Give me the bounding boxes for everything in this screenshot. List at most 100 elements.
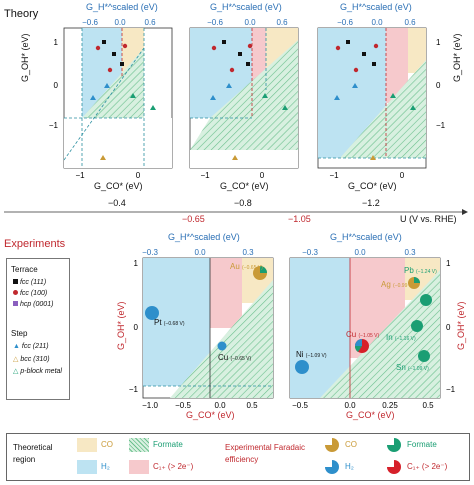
svg-text:0.0: 0.0 xyxy=(354,248,366,257)
legend-formate-e: Formate xyxy=(407,440,437,449)
pie-in xyxy=(411,320,423,332)
y-axis-label-theory: G_OH* (eV) xyxy=(20,33,30,82)
svg-text:0.0: 0.0 xyxy=(344,401,356,410)
legend-c1-pie xyxy=(387,460,401,474)
x-axis-label-exp-1: G_CO* (eV) xyxy=(186,410,235,420)
legend-h2-e: H₂ xyxy=(345,462,354,471)
pie-sn xyxy=(418,350,430,362)
label-pb: Pb (−1.24 V) xyxy=(404,266,437,275)
x-axis-label-theory-3: G_CO* (eV) xyxy=(348,181,397,191)
svg-text:1: 1 xyxy=(436,38,441,47)
svg-text:0: 0 xyxy=(260,171,265,180)
svg-text:0.0: 0.0 xyxy=(114,18,126,27)
x-axis-label-theory-1: G_CO* (eV) xyxy=(94,181,143,191)
top-axis-label-exp-1: G_H*^scaled (eV) xyxy=(168,232,240,242)
legend-h2-pie xyxy=(325,460,339,474)
legend-step: Step xyxy=(11,329,28,338)
experiments-title: Experiments xyxy=(4,238,66,250)
svg-text:0.6: 0.6 xyxy=(404,18,416,27)
legend-formate: Formate xyxy=(153,440,183,449)
y-axis-label-theory-right: G_OH* (eV) xyxy=(452,33,462,82)
legend-c1: C₁₊ (> 2e⁻) xyxy=(153,462,194,471)
top-axis-label-theory-2: G_H*^scaled (eV) xyxy=(210,2,282,12)
legend-h2-swatch xyxy=(77,460,97,474)
top-axis-label-exp-2: G_H*^scaled (eV) xyxy=(330,232,402,242)
svg-text:−0.3: −0.3 xyxy=(142,248,158,257)
pie-ag xyxy=(408,277,420,289)
legend-fcc211: ▲ fcc (211) xyxy=(13,343,49,350)
theory-ticks: −0.6 0.0 0.6 −0.6 0.0 0.6 −0.6 0.0 0.6 −… xyxy=(49,18,446,180)
potential-1: −0.4 xyxy=(108,198,126,208)
legend-co-e: CO xyxy=(345,440,357,449)
svg-text:0: 0 xyxy=(400,171,405,180)
x-axis-label-exp-2: G_CO* (eV) xyxy=(346,410,395,420)
label-ag: Ag (−0.99 V) xyxy=(381,280,414,289)
theory-title: Theory xyxy=(4,8,39,20)
svg-text:0: 0 xyxy=(134,323,139,332)
potential-3: −1.2 xyxy=(362,198,380,208)
label-sn: Sn (−1.09 V) xyxy=(396,363,429,372)
u-axis-label: U (V vs. RHE) xyxy=(400,214,457,224)
legend-fcc111: fcc (111) xyxy=(13,279,46,286)
svg-text:−0.6: −0.6 xyxy=(207,18,223,27)
svg-text:−1.0: −1.0 xyxy=(142,401,158,410)
svg-text:0.0: 0.0 xyxy=(214,401,226,410)
svg-text:−1: −1 xyxy=(436,121,446,130)
pie-pt xyxy=(145,306,159,320)
label-cu-left: Cu (−0.65 V) xyxy=(218,353,252,362)
theory-panel-3 xyxy=(317,27,427,169)
legend-hcp0001: hcp (0001) xyxy=(13,301,53,308)
svg-text:0.25: 0.25 xyxy=(382,401,398,410)
theory-markers xyxy=(90,40,416,160)
legend-c1-swatch xyxy=(129,460,149,474)
svg-text:1: 1 xyxy=(54,38,59,47)
u-tick-3: −1.05 xyxy=(288,214,311,224)
svg-text:0.0: 0.0 xyxy=(194,248,206,257)
label-ni: Ni (−1.09 V) xyxy=(296,350,327,359)
svg-text:−1: −1 xyxy=(329,171,339,180)
top-axis-label-theory-1: G_H*^scaled (eV) xyxy=(86,2,158,12)
exp-ticks: −0.3 0.0 0.3 −0.3 0.0 0.3 −1.0 −0.5 0.0 … xyxy=(129,248,456,410)
legend-terrace: Terrace xyxy=(11,265,38,274)
site-legend: Terrace fcc (111) fcc (100) hcp (0001) S… xyxy=(6,258,70,400)
svg-text:−1: −1 xyxy=(446,385,456,394)
y-axis-label-exp-right: G_OH* (eV) xyxy=(456,301,466,350)
svg-text:0.6: 0.6 xyxy=(276,18,288,27)
svg-text:−0.5: −0.5 xyxy=(292,401,308,410)
potential-2: −0.8 xyxy=(234,198,252,208)
label-pt: Pt (−0.68 V) xyxy=(154,318,185,327)
legend-formate-swatch xyxy=(129,438,149,452)
svg-text:1: 1 xyxy=(134,259,139,268)
label-cu-right: Cu (−1.05 V) xyxy=(346,330,380,339)
svg-text:−1: −1 xyxy=(129,385,139,394)
label-au: Au (−0.65 V) xyxy=(230,262,263,271)
y-axis-label-exp: G_OH* (eV) xyxy=(116,301,126,350)
svg-text:0.5: 0.5 xyxy=(422,401,434,410)
svg-text:0: 0 xyxy=(136,171,141,180)
legend-formate-pie xyxy=(387,438,401,452)
region-legend: Theoretical region CO Formate H₂ C₁₊ (> … xyxy=(6,433,470,481)
top-axis-label-theory-3: G_H*^scaled (eV) xyxy=(340,2,412,12)
pie-ni xyxy=(295,360,309,374)
svg-text:−0.3: −0.3 xyxy=(302,248,318,257)
svg-text:0.5: 0.5 xyxy=(246,401,258,410)
svg-text:1: 1 xyxy=(446,259,451,268)
exp-panel-left xyxy=(142,257,274,399)
legend-fcc100: fcc (100) xyxy=(13,290,47,297)
theory-panel-1 xyxy=(63,27,173,169)
legend-pblock: △ p-block metal xyxy=(13,368,62,375)
svg-text:−0.6: −0.6 xyxy=(337,18,353,27)
legend-c1-e: C₁₊ (> 2e⁻) xyxy=(407,462,448,471)
svg-text:0.6: 0.6 xyxy=(144,18,156,27)
legend-theoretical-title: Theoretical region xyxy=(13,443,53,464)
theory-panel-2 xyxy=(189,27,299,169)
u-tick-1: −0.65 xyxy=(182,214,205,224)
svg-text:0: 0 xyxy=(446,323,451,332)
svg-text:−0.6: −0.6 xyxy=(82,18,98,27)
legend-experimental-title: Experimental Faradaic efficiency xyxy=(225,443,306,464)
svg-text:0: 0 xyxy=(436,81,441,90)
svg-text:0.3: 0.3 xyxy=(404,248,416,257)
svg-text:−1: −1 xyxy=(75,171,85,180)
legend-co-swatch xyxy=(77,438,97,452)
